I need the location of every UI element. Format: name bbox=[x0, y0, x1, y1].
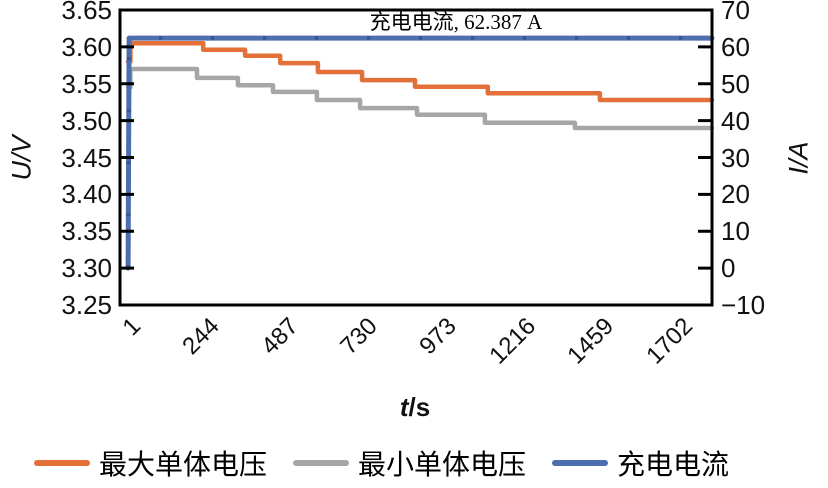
y-axis-right-title: I/A bbox=[783, 141, 814, 175]
y-left-tick-label: 3.45 bbox=[61, 142, 112, 173]
plot-border bbox=[118, 8, 714, 307]
y-right-tick-label: 30 bbox=[721, 142, 750, 173]
x-axis-title-symbol: t bbox=[399, 392, 409, 422]
x-axis-title-unit: /s bbox=[408, 392, 431, 422]
legend-item-max-cell-voltage: 最大单体电压 bbox=[34, 443, 267, 483]
y-right-tick-label: 40 bbox=[721, 105, 750, 136]
series-line-2 bbox=[125, 35, 715, 271]
y-left-tick-label: 3.60 bbox=[61, 31, 112, 62]
y-left-tick-label: 3.40 bbox=[61, 179, 112, 210]
y-left-tick-label: 3.55 bbox=[61, 68, 112, 99]
y-left-tick-label: 3.50 bbox=[61, 105, 112, 136]
y-right-tick-label: 10 bbox=[721, 216, 750, 247]
legend-label-max-cell-voltage: 最大单体电压 bbox=[99, 450, 268, 481]
legend-label-min-cell-voltage: 最小单体电压 bbox=[358, 450, 527, 481]
legend-label-charging-current: 充电电流 bbox=[617, 450, 730, 481]
data-label-charging-current: 充电电流, 62.387 A bbox=[369, 10, 543, 34]
y-left-tick-label: 3.65 bbox=[61, 0, 112, 25]
y-axis-left-title: U/V bbox=[6, 135, 37, 181]
series-line-1 bbox=[125, 66, 715, 131]
series-line-0 bbox=[125, 40, 715, 103]
legend-line-min-cell-voltage bbox=[293, 460, 350, 466]
y-left-tick-label: 3.35 bbox=[61, 216, 112, 247]
legend-item-min-cell-voltage: 最小单体电压 bbox=[293, 443, 526, 483]
x-axis-title: t/s bbox=[400, 392, 430, 423]
legend: 最大单体电压 最小单体电压 充电电流 bbox=[34, 443, 729, 483]
y-right-tick-label: 0 bbox=[721, 253, 736, 284]
y-left-tick-label: 3.30 bbox=[61, 253, 112, 284]
y-right-tick-label: 70 bbox=[721, 0, 750, 25]
y-right-tick-label: −10 bbox=[721, 290, 766, 320]
y-right-tick-label: 20 bbox=[721, 179, 750, 210]
y-right-tick-label: 60 bbox=[721, 31, 750, 62]
legend-item-charging-current: 充电电流 bbox=[552, 443, 729, 483]
y-right-tick-label: 50 bbox=[721, 68, 750, 99]
current-line-markers bbox=[126, 36, 712, 269]
legend-line-charging-current bbox=[552, 460, 609, 466]
legend-line-max-cell-voltage bbox=[34, 460, 90, 466]
y-left-tick-label: 3.25 bbox=[61, 290, 112, 320]
